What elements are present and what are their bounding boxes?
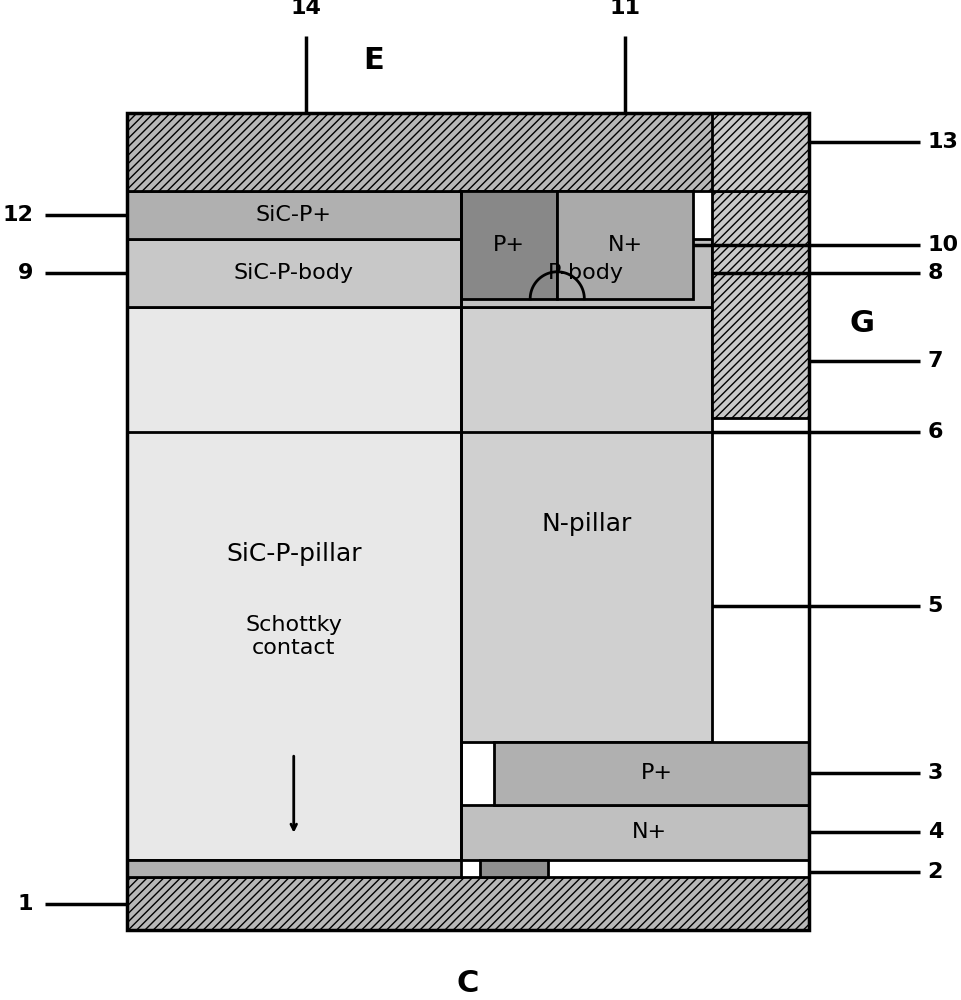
Bar xyxy=(127,307,460,860)
Bar xyxy=(557,191,693,299)
Bar xyxy=(127,191,460,239)
Text: G: G xyxy=(850,309,875,338)
Bar xyxy=(712,113,809,191)
Text: E: E xyxy=(363,46,383,75)
Text: 1: 1 xyxy=(17,894,33,914)
Text: Schottky
contact: Schottky contact xyxy=(245,615,342,658)
Bar xyxy=(494,742,809,805)
Text: 14: 14 xyxy=(290,0,321,18)
Text: 3: 3 xyxy=(927,763,943,783)
Text: 8: 8 xyxy=(927,263,943,283)
Text: 5: 5 xyxy=(927,596,943,616)
Bar xyxy=(127,877,809,930)
Bar xyxy=(460,191,557,299)
Bar xyxy=(127,113,809,930)
Text: SiC-P+: SiC-P+ xyxy=(256,205,332,225)
Text: SiC-P-pillar: SiC-P-pillar xyxy=(226,542,361,566)
Bar xyxy=(127,113,809,191)
Bar xyxy=(712,191,809,418)
Bar xyxy=(460,307,712,742)
Bar xyxy=(127,239,460,307)
Text: 12: 12 xyxy=(2,205,33,225)
Text: SiC-P-body: SiC-P-body xyxy=(234,263,354,283)
Text: 7: 7 xyxy=(927,351,943,371)
Text: 2: 2 xyxy=(927,862,943,882)
Text: P+: P+ xyxy=(640,763,673,783)
Text: 11: 11 xyxy=(609,0,640,18)
Text: 6: 6 xyxy=(927,422,943,442)
Text: P-body: P-body xyxy=(549,263,625,283)
Text: N+: N+ xyxy=(607,235,643,255)
Text: 13: 13 xyxy=(927,132,958,152)
Text: C: C xyxy=(456,969,479,998)
Bar xyxy=(460,805,809,860)
Bar xyxy=(460,239,712,307)
Bar xyxy=(480,860,548,877)
Text: 4: 4 xyxy=(927,822,943,842)
Bar xyxy=(127,860,460,877)
Text: N-pillar: N-pillar xyxy=(541,512,631,536)
Text: N+: N+ xyxy=(631,822,667,842)
Text: 10: 10 xyxy=(927,235,959,255)
Text: 9: 9 xyxy=(17,263,33,283)
Text: P+: P+ xyxy=(493,235,525,255)
